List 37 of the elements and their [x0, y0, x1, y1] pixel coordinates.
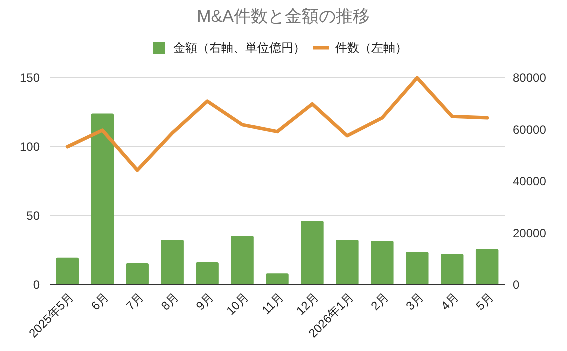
x-tick-label: 10月 [224, 290, 252, 318]
x-tick-label: 4月 [438, 290, 462, 314]
bar [406, 252, 429, 285]
x-tick-label: 7月 [124, 290, 147, 314]
x-tick-label: 3月 [403, 290, 426, 314]
line-series [66, 76, 490, 172]
bar [161, 240, 184, 285]
bar [266, 274, 289, 285]
bar [441, 254, 464, 285]
legend-label: 件数（左軸） [336, 41, 408, 55]
bar [91, 114, 114, 285]
x-tick-label: 11月 [259, 290, 287, 318]
y2-tick-label: 80000 [513, 71, 547, 86]
x-tick-label: 8月 [158, 290, 182, 314]
y2-tick-label: 60000 [513, 122, 547, 137]
bar [196, 262, 219, 285]
bar [56, 258, 80, 285]
x-tick-label: 12月 [294, 290, 322, 318]
y2-tick-label: 40000 [513, 174, 547, 189]
bar [126, 264, 149, 285]
x-tick-label: 5月 [473, 290, 496, 314]
y-tick-label: 0 [33, 278, 40, 292]
y-tick-label: 50 [26, 209, 40, 224]
y-tick-label: 100 [20, 140, 40, 154]
chart-title: M&A件数と金額の推移 [197, 7, 370, 26]
bar [301, 221, 324, 285]
legend-label: 金額（右軸、単位億円） [174, 41, 306, 55]
bar [371, 241, 394, 285]
bar [336, 240, 359, 285]
x-tick-label: 6月 [88, 290, 112, 314]
bar [231, 236, 254, 285]
y2-tick-label: 20000 [513, 226, 547, 240]
x-tick-label: 2月 [368, 290, 392, 314]
y-tick-label: 150 [20, 71, 40, 86]
y2-tick-label: 0 [513, 278, 520, 292]
x-tick-label: 9月 [194, 290, 217, 314]
bar [476, 249, 499, 285]
